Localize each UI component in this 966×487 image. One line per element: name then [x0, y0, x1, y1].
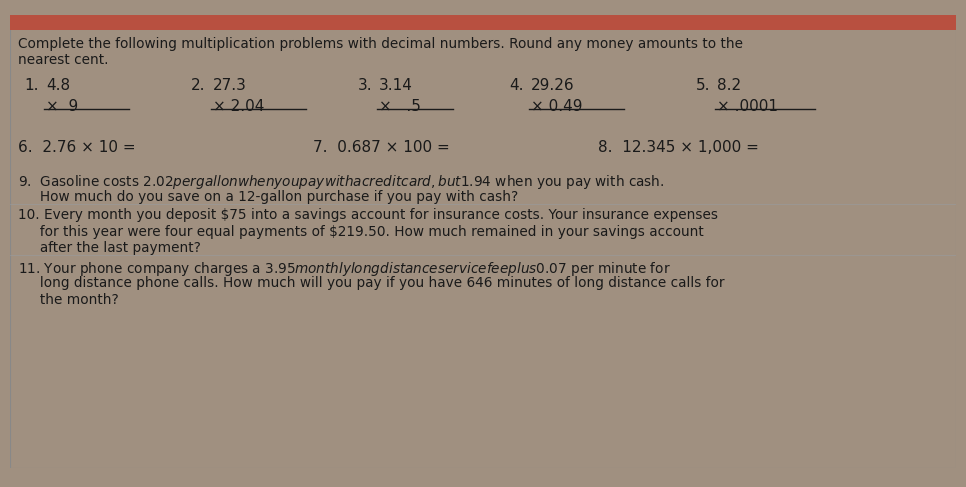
Text: 1.: 1.: [24, 78, 39, 94]
Text: 3.14: 3.14: [379, 78, 413, 94]
Text: 3.: 3.: [357, 78, 372, 94]
Text: 5.: 5.: [696, 78, 710, 94]
Text: 7.  0.687 × 100 =: 7. 0.687 × 100 =: [313, 140, 450, 155]
Text: × 0.49: × 0.49: [531, 99, 582, 114]
Text: Complete the following multiplication problems with decimal numbers. Round any m: Complete the following multiplication pr…: [17, 37, 743, 51]
Text: 11. Your phone company charges a $3.95 monthly long distance service fee plus $0: 11. Your phone company charges a $3.95 m…: [17, 260, 670, 278]
Text: 2.: 2.: [191, 78, 206, 94]
Text: for this year were four equal payments of $219.50. How much remained in your sav: for this year were four equal payments o…: [17, 225, 703, 239]
Text: × 2.04: × 2.04: [213, 99, 264, 114]
Text: × .0001: × .0001: [717, 99, 779, 114]
Text: nearest cent.: nearest cent.: [17, 53, 108, 67]
Text: the month?: the month?: [17, 293, 118, 306]
Text: 4.8: 4.8: [46, 78, 71, 94]
Text: long distance phone calls. How much will you pay if you have 646 minutes of long: long distance phone calls. How much will…: [17, 276, 724, 290]
Text: ×   .5: × .5: [379, 99, 421, 114]
Text: 4.: 4.: [509, 78, 524, 94]
Text: 9.  Gasoline costs $2.02 per gallon when you pay with a credit card, but $1.94 w: 9. Gasoline costs $2.02 per gallon when …: [17, 173, 664, 191]
Text: after the last payment?: after the last payment?: [17, 241, 200, 255]
Text: 29.26: 29.26: [531, 78, 575, 94]
Text: 10. Every month you deposit $75 into a savings account for insurance costs. Your: 10. Every month you deposit $75 into a s…: [17, 208, 718, 222]
Text: 8.  12.345 × 1,000 =: 8. 12.345 × 1,000 =: [598, 140, 758, 155]
Text: ×  9: × 9: [46, 99, 78, 114]
Text: 6.  2.76 × 10 =: 6. 2.76 × 10 =: [17, 140, 135, 155]
Bar: [10, 15, 956, 30]
Text: 27.3: 27.3: [213, 78, 246, 94]
Text: How much do you save on a 12-gallon purchase if you pay with cash?: How much do you save on a 12-gallon purc…: [17, 189, 518, 204]
Text: 8.2: 8.2: [717, 78, 741, 94]
